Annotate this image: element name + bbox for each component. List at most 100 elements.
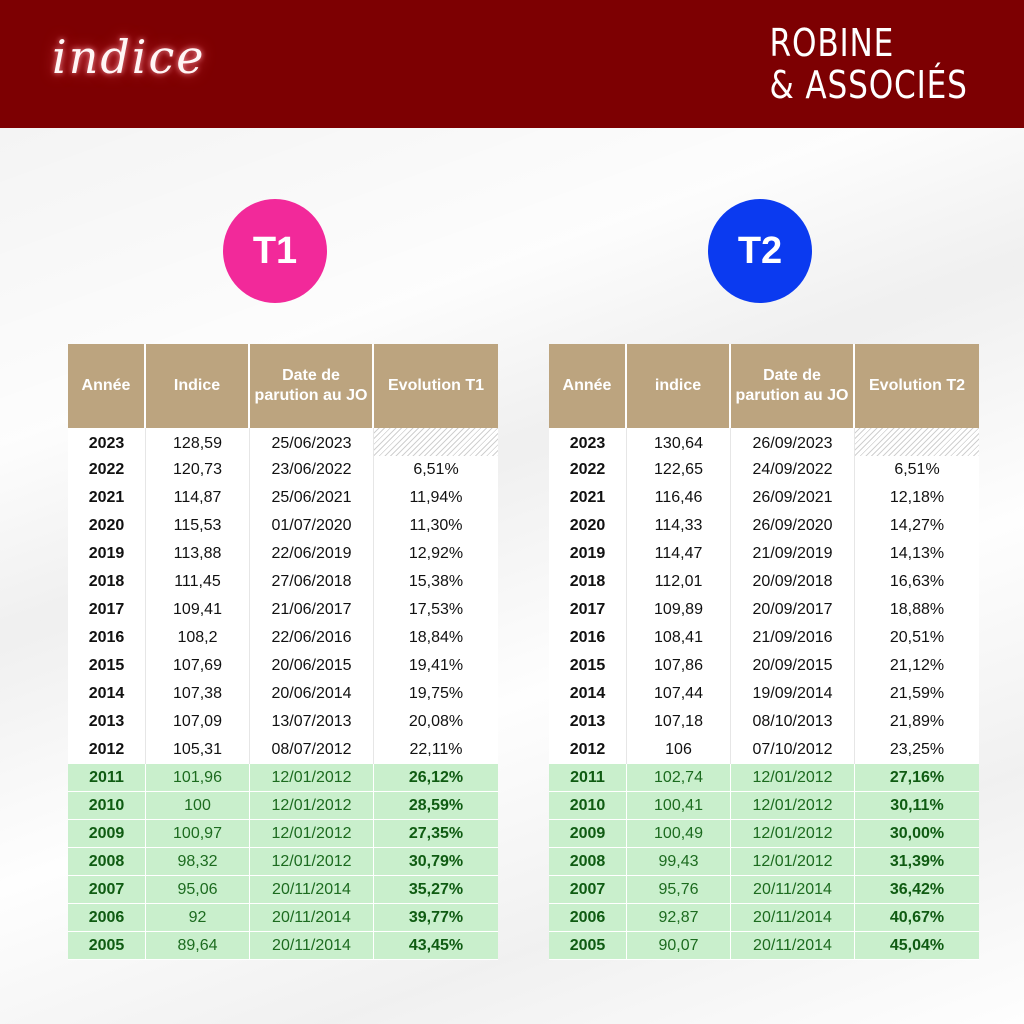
evolution-cell: 18,88% — [889, 601, 945, 618]
year-cell: 2013 — [68, 708, 146, 736]
date-cell: 23/06/2022 — [250, 456, 374, 484]
date-cell: 21/06/2017 — [250, 596, 374, 624]
date-cell: 20/11/2014 — [250, 904, 374, 932]
index-cell: 112,01 — [627, 568, 731, 596]
index-cell: 95,06 — [146, 876, 250, 904]
year-cell: 2016 — [68, 624, 146, 652]
date-cell: 12/01/2012 — [250, 848, 374, 876]
year-cell: 2021 — [68, 484, 146, 512]
index-cell: 100 — [146, 792, 250, 820]
evolution-cell: 35,27% — [374, 876, 498, 904]
evolution-cell — [374, 428, 498, 456]
table-row: 2012 106 07/10/2012 23,25% — [549, 736, 979, 764]
col-header-evolution: Evolution T2 — [855, 344, 979, 428]
evolution-cell: 11,94% — [409, 489, 463, 506]
evolution-cell: 14,13% — [889, 545, 945, 562]
date-cell: 21/09/2019 — [731, 540, 855, 568]
year-cell: 2008 — [68, 848, 146, 876]
table-row: 2011 102,74 12/01/2012 27,16% — [549, 764, 979, 792]
evolution-cell: 21,89% — [889, 713, 945, 730]
evolution-cell: 28,59% — [374, 792, 498, 820]
index-cell: 90,07 — [627, 932, 731, 960]
evolution-cell: 19,41% — [408, 657, 464, 674]
date-cell: 13/07/2013 — [250, 708, 374, 736]
year-cell: 2017 — [68, 596, 146, 624]
year-cell: 2013 — [549, 708, 627, 736]
col-header-index: indice — [627, 344, 731, 428]
table-row: 2016 108,2 22/06/2016 18,84% — [68, 624, 498, 652]
col-header-year: Année — [68, 344, 146, 428]
date-cell: 21/09/2016 — [731, 624, 855, 652]
index-cell: 107,09 — [146, 708, 250, 736]
evolution-cell: 30,11% — [855, 792, 979, 820]
year-cell: 2023 — [68, 428, 146, 456]
evolution-cell: 6,51% — [894, 461, 940, 478]
table-row: 2011 101,96 12/01/2012 26,12% — [68, 764, 498, 792]
table-row: 2009 100,49 12/01/2012 30,00% — [549, 820, 979, 848]
year-cell: 2010 — [549, 792, 627, 820]
t1-table: Année Indice Date de parution au JO Evol… — [68, 344, 498, 960]
table-row: 2020 114,33 26/09/2020 14,27% — [549, 512, 979, 540]
evolution-cell: 14,27% — [889, 517, 945, 534]
year-cell: 2011 — [549, 764, 627, 792]
brand-line-2: & ASSOCIÉS — [769, 63, 968, 107]
date-cell: 12/01/2012 — [250, 792, 374, 820]
date-cell: 08/10/2013 — [731, 708, 855, 736]
col-header-index: Indice — [146, 344, 250, 428]
table-row: 2020 115,53 01/07/2020 11,30% — [68, 512, 498, 540]
table-row: 2006 92,87 20/11/2014 40,67% — [549, 904, 979, 932]
brand-line-1: ROBINE — [769, 21, 895, 65]
year-cell: 2009 — [549, 820, 627, 848]
col-header-date: Date de parution au JO — [731, 344, 855, 428]
t2-badge: T2 — [708, 199, 812, 303]
year-cell: 2006 — [549, 904, 627, 932]
year-cell: 2007 — [68, 876, 146, 904]
evolution-cell: 22,11% — [409, 741, 463, 758]
index-cell: 100,49 — [627, 820, 731, 848]
date-cell: 19/09/2014 — [731, 680, 855, 708]
t2-header-row: Année indice Date de parution au JO Evol… — [549, 344, 979, 428]
index-cell: 122,65 — [627, 456, 731, 484]
index-cell: 114,33 — [627, 512, 731, 540]
index-cell: 115,53 — [146, 512, 250, 540]
evolution-cell: 23,25% — [889, 741, 945, 758]
evolution-cell: 27,16% — [855, 764, 979, 792]
date-cell: 20/11/2014 — [250, 876, 374, 904]
evolution-cell: 15,38% — [408, 573, 464, 590]
table-row: 2006 92 20/11/2014 39,77% — [68, 904, 498, 932]
index-cell: 101,96 — [146, 764, 250, 792]
date-cell: 20/09/2015 — [731, 652, 855, 680]
date-cell: 20/11/2014 — [731, 876, 855, 904]
year-cell: 2012 — [549, 736, 627, 764]
year-cell: 2023 — [549, 428, 627, 456]
year-cell: 2019 — [549, 540, 627, 568]
index-cell: 111,45 — [146, 568, 250, 596]
table-row: 2023 130,64 26/09/2023 — [549, 428, 979, 456]
table-row: 2022 122,65 24/09/2022 6,51% — [549, 456, 979, 484]
index-cell: 108,2 — [146, 624, 250, 652]
index-cell: 89,64 — [146, 932, 250, 960]
index-cell: 98,32 — [146, 848, 250, 876]
evolution-cell: 11,30% — [409, 517, 463, 534]
year-cell: 2007 — [549, 876, 627, 904]
table-row: 2012 105,31 08/07/2012 22,11% — [68, 736, 498, 764]
table-row: 2018 112,01 20/09/2018 16,63% — [549, 568, 979, 596]
evolution-cell: 40,67% — [855, 904, 979, 932]
evolution-cell: 45,04% — [855, 932, 979, 960]
year-cell: 2006 — [68, 904, 146, 932]
date-cell: 26/09/2023 — [731, 428, 855, 456]
year-cell: 2014 — [68, 680, 146, 708]
table-row: 2015 107,69 20/06/2015 19,41% — [68, 652, 498, 680]
table-row: 2022 120,73 23/06/2022 6,51% — [68, 456, 498, 484]
index-cell: 116,46 — [627, 484, 731, 512]
date-cell: 12/01/2012 — [731, 792, 855, 820]
table-row: 2013 107,18 08/10/2013 21,89% — [549, 708, 979, 736]
evolution-cell: 36,42% — [855, 876, 979, 904]
evolution-cell: 6,51% — [413, 461, 459, 478]
index-cell: 120,73 — [146, 456, 250, 484]
table-row: 2015 107,86 20/09/2015 21,12% — [549, 652, 979, 680]
year-cell: 2008 — [549, 848, 627, 876]
date-cell: 22/06/2019 — [250, 540, 374, 568]
index-cell: 107,18 — [627, 708, 731, 736]
table-row: 2016 108,41 21/09/2016 20,51% — [549, 624, 979, 652]
